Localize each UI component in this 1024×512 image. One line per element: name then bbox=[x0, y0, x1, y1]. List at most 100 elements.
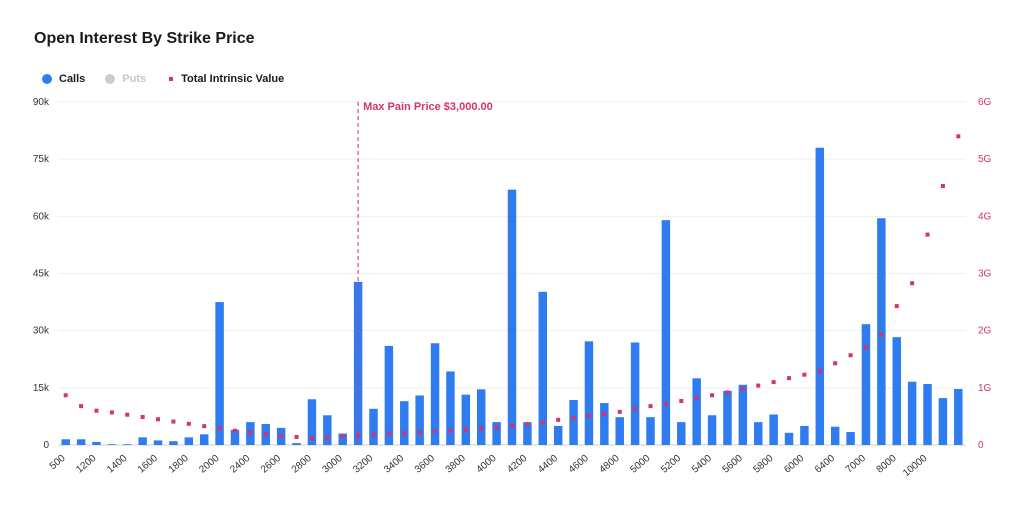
calls-bar bbox=[661, 220, 671, 445]
x-tick-label: 4400 bbox=[536, 453, 560, 476]
y-left-tick-label: 45k bbox=[33, 269, 50, 280]
calls-bar bbox=[476, 389, 486, 445]
tiv-marker bbox=[371, 432, 376, 437]
x-tick-label: 1600 bbox=[136, 453, 160, 476]
tiv-marker bbox=[787, 376, 792, 381]
tiv-marker bbox=[633, 406, 638, 411]
x-tick-label: 3200 bbox=[351, 453, 375, 476]
calls-swatch-icon bbox=[42, 74, 52, 84]
x-tick-label: 4800 bbox=[598, 453, 622, 476]
tiv-marker bbox=[217, 426, 222, 431]
tiv-marker bbox=[386, 431, 391, 436]
tiv-marker bbox=[248, 430, 253, 435]
x-tick-label: 5800 bbox=[751, 453, 775, 476]
calls-bars bbox=[61, 147, 963, 445]
x-tick-label: 4200 bbox=[505, 453, 529, 476]
x-tick-label: 8000 bbox=[875, 453, 899, 476]
tiv-marker bbox=[602, 412, 607, 417]
calls-bar bbox=[692, 378, 701, 445]
puts-swatch-icon bbox=[105, 74, 116, 84]
x-tick-label: 6400 bbox=[813, 453, 837, 476]
tiv-marker bbox=[956, 134, 961, 139]
y-left-tick-label: 75k bbox=[33, 154, 50, 165]
tiv-marker bbox=[309, 436, 314, 441]
tiv-marker bbox=[494, 425, 499, 430]
calls-bar bbox=[323, 415, 332, 445]
tiv-marker bbox=[817, 369, 822, 374]
tiv-marker bbox=[94, 408, 99, 413]
calls-bar bbox=[830, 426, 840, 445]
tiv-marker bbox=[232, 428, 237, 433]
tiv-marker bbox=[125, 412, 130, 417]
tiv-marker bbox=[186, 421, 191, 426]
tiv-marker bbox=[433, 429, 438, 434]
tiv-marker bbox=[540, 420, 545, 425]
calls-bar bbox=[92, 441, 101, 445]
x-tick-label: 5400 bbox=[690, 453, 714, 476]
x-tick-label: 2600 bbox=[259, 453, 283, 476]
calls-bar bbox=[538, 291, 548, 445]
tiv-marker bbox=[833, 361, 838, 366]
calls-bar bbox=[723, 390, 732, 445]
tiv-marker bbox=[740, 386, 745, 391]
tiv-marker bbox=[279, 433, 284, 438]
y-right-tick-label: 5G bbox=[978, 154, 992, 165]
calls-bar bbox=[107, 444, 117, 445]
tiv-marker bbox=[571, 416, 576, 421]
legend-item-calls[interactable]: Calls bbox=[42, 73, 85, 85]
calls-bar bbox=[153, 440, 163, 445]
calls-bar bbox=[384, 345, 394, 445]
tiv-marker bbox=[202, 424, 207, 429]
calls-bar bbox=[769, 414, 778, 445]
y-right-tick-label: 3G bbox=[978, 269, 992, 280]
tiv-marker bbox=[648, 404, 653, 409]
tiv-marker bbox=[756, 383, 761, 388]
legend-item-total-intrinsic-value[interactable]: Total Intrinsic Value bbox=[166, 73, 284, 85]
tiv-marker bbox=[617, 409, 622, 414]
tiv-marker bbox=[556, 417, 561, 422]
x-tick-label: 3400 bbox=[382, 453, 406, 476]
x-tick-label: 4600 bbox=[567, 453, 591, 476]
tiv-marker bbox=[325, 435, 330, 440]
tiv-marker bbox=[679, 398, 684, 403]
calls-bar bbox=[630, 342, 640, 445]
x-tick-label: 7000 bbox=[844, 453, 868, 476]
tiv-marker bbox=[910, 281, 915, 286]
calls-bar bbox=[369, 408, 378, 445]
calls-bar bbox=[923, 384, 932, 445]
calls-bar bbox=[846, 432, 855, 445]
y-axis-left: 0 15k 30k 45k 60k 75k 90k bbox=[33, 97, 50, 451]
calls-bar bbox=[938, 398, 948, 445]
calls-bar bbox=[307, 399, 317, 445]
calls-bar bbox=[907, 381, 917, 445]
x-tick-label: 3800 bbox=[444, 453, 468, 476]
calls-bar bbox=[338, 433, 347, 445]
x-tick-label: 5000 bbox=[628, 453, 652, 476]
x-axis: 500 1200 1400 1600 1800 2000 2400 2600 2800 3000 3… bbox=[48, 453, 930, 480]
calls-bar bbox=[199, 434, 209, 445]
x-tick-label: 2000 bbox=[197, 453, 221, 476]
tiv-marker bbox=[171, 419, 176, 424]
chart-title: Open Interest By Strike Price bbox=[34, 30, 255, 47]
tiv-marker bbox=[894, 304, 899, 309]
calls-bar bbox=[461, 394, 471, 445]
y-right-tick-label: 6G bbox=[978, 97, 992, 108]
x-tick-label: 5600 bbox=[721, 453, 745, 476]
x-tick-label: 3600 bbox=[413, 453, 437, 476]
calls-bar bbox=[415, 395, 424, 445]
x-tick-label: 1400 bbox=[105, 453, 129, 476]
calls-bar bbox=[892, 337, 901, 445]
legend-item-puts[interactable]: Puts bbox=[105, 73, 146, 85]
tiv-marker bbox=[586, 413, 591, 418]
calls-bar bbox=[615, 417, 624, 445]
legend-label-puts: Puts bbox=[122, 73, 147, 85]
x-tick-label: 2400 bbox=[228, 453, 252, 476]
calls-bar bbox=[523, 422, 532, 445]
calls-bar bbox=[507, 189, 517, 445]
tiv-marker bbox=[294, 434, 299, 439]
y-left-tick-label: 90k bbox=[33, 97, 50, 108]
tiv-marker bbox=[448, 428, 453, 433]
y-right-tick-label: 1G bbox=[978, 383, 992, 394]
tiv-markers bbox=[63, 134, 961, 441]
y-right-tick-label: 0 bbox=[978, 440, 984, 451]
